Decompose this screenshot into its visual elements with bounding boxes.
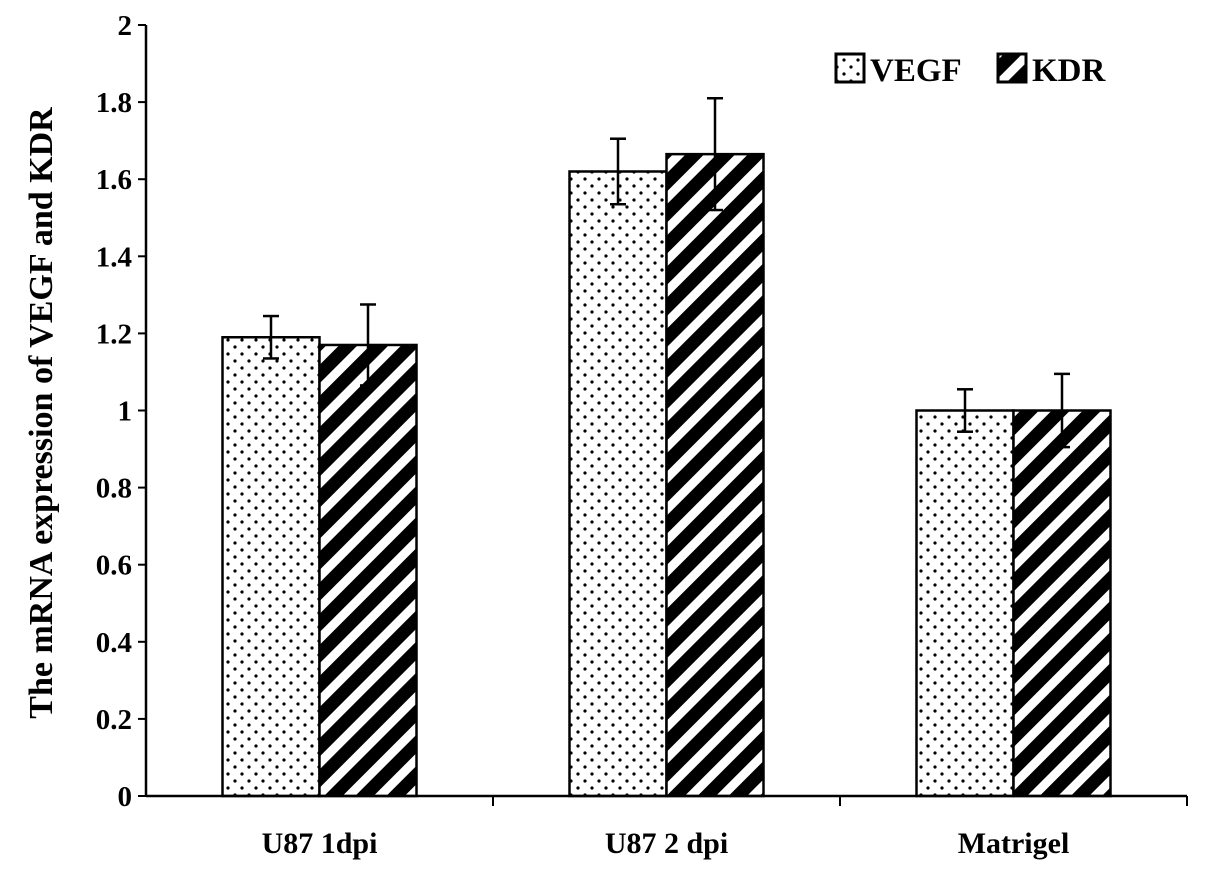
bar-vegf (568, 170, 668, 798)
y-tick-label: 1 (118, 396, 133, 428)
bar-vegf (915, 409, 1015, 798)
y-tick-label: 1.4 (96, 241, 132, 273)
y-tick-label: 0.6 (96, 550, 132, 582)
error-bars-layer (263, 96, 1070, 449)
y-tick-label: 2 (118, 10, 133, 42)
bar-kdr (318, 343, 418, 798)
y-tick-label: 0.2 (96, 704, 132, 736)
legend-swatch-vegf (834, 52, 866, 84)
x-category-label: U87 2 dpi (605, 827, 728, 860)
bar-vegf (221, 336, 321, 798)
bar-kdr (665, 152, 765, 798)
axes-layer: 0 0.2 0.4 0.6 0.8 1 1.2 1.4 1.6 1.8 2 U87 1dpi U87 2… (96, 10, 1188, 860)
y-tick-label: 0.8 (96, 473, 132, 505)
y-axis-title: The mRNA expression of VEGF and KDR (23, 107, 60, 719)
y-tick-label: 0.4 (96, 627, 132, 659)
legend-label-vegf: VEGF (870, 53, 962, 89)
bar-kdr (1012, 409, 1112, 798)
x-category-label: Matrigel (958, 827, 1070, 860)
y-tick-label: 1.6 (96, 164, 132, 196)
legend-label-kdr: KDR (1032, 53, 1107, 89)
y-tick-label: 0 (118, 781, 133, 813)
y-tick-label: 1.2 (96, 318, 132, 350)
legend-swatch-kdr (996, 52, 1028, 84)
x-category-label: U87 1dpi (262, 827, 378, 860)
legend: VEGF KDR (834, 52, 1107, 89)
bars-layer (221, 152, 1112, 798)
y-tick-label: 1.8 (96, 87, 132, 119)
